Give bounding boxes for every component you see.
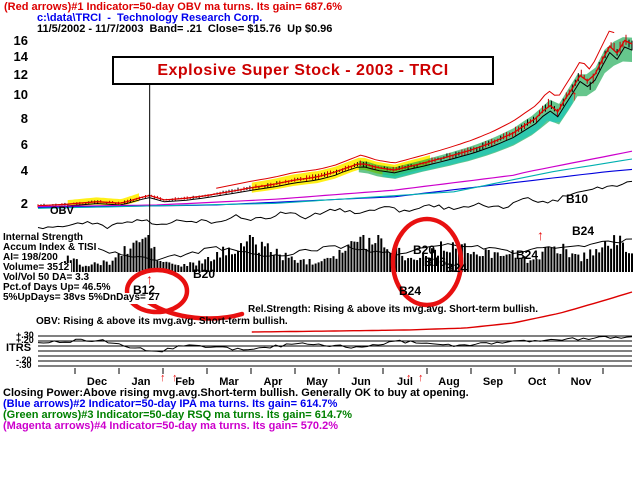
signal-label-b24-6: B24 — [399, 284, 422, 298]
price-tick-2: 2 — [20, 196, 28, 211]
month-label-jan: Jan — [131, 376, 151, 388]
chart-title: Explosive Super Stock - 2003 - TRCI — [157, 62, 449, 79]
footer-note-1: Closing Power:Above rising mvg.avg.Short… — [3, 387, 469, 399]
obv-line — [37, 180, 633, 230]
itrs-scale-0: +.30 — [16, 330, 34, 340]
price-tick-12: 12 — [13, 67, 28, 82]
stat-line-1: Accum Index & TISI — [3, 242, 99, 254]
file-path: c:\data\TRCI - Technology Research Corp. — [37, 12, 263, 24]
rel-strength-note: Rel.Strength: Rising & above its mvg.avg… — [248, 304, 539, 315]
month-label-dec: Dec — [86, 376, 108, 388]
signal-label-b10-7: B10 — [566, 192, 589, 206]
price-tick-4: 4 — [20, 163, 28, 178]
signal-label-b24-5: B24 — [516, 248, 539, 262]
month-label-feb: Feb — [175, 376, 195, 388]
month-label-jun: Jun — [351, 376, 371, 388]
stat-line-4: Vol/Vol 50 DA= 3.3 — [3, 272, 92, 284]
price-tick-10: 10 — [13, 87, 28, 102]
obv-note: OBV: Rising & above its mvg.avg. Short-t… — [36, 316, 288, 327]
price-tick-8: 8 — [20, 111, 28, 126]
month-ticks — [74, 368, 604, 374]
chart-title-box: Explosive Super Stock - 2003 - TRCI — [112, 56, 494, 85]
itrs-scale-2: -.20 — [16, 355, 32, 365]
stat-line-5: Pct.of Days Up= 46.5% — [3, 282, 113, 294]
month-label-mar: Mar — [219, 376, 239, 388]
month-label-aug: Aug — [438, 376, 460, 388]
signal-label-b12-0: B12 — [133, 283, 156, 297]
rel-strength-line — [251, 291, 633, 333]
footer-note-4: (Magenta arrows)#4 Indicator=50-day ma t… — [3, 420, 339, 432]
itrs-label: ITRS — [6, 342, 32, 354]
month-label-may: May — [306, 376, 328, 388]
ma-lines — [37, 30, 633, 209]
price-tick-16: 16 — [13, 33, 28, 48]
price-tick-6: 6 — [20, 137, 28, 152]
footer-note-3: (Green arrows)#3 Indicator=50-day RSQ ma… — [3, 409, 353, 421]
signal-label-b16-3: B16 — [424, 255, 447, 269]
stat-line-0: Internal Strength — [3, 232, 86, 244]
stat-line-3: Volume= 3512 — [3, 262, 72, 274]
signal-label-b24-8: B24 — [572, 224, 595, 238]
itrs-panel — [37, 291, 633, 367]
month-label-jul: Jul — [397, 376, 413, 388]
date-range: 11/5/2002 - 11/7/2003 Band= .21 Close= $… — [37, 23, 333, 35]
signal-label-b20-1: B20 — [193, 267, 216, 281]
itrs-scale-1: +.20 — [16, 335, 34, 345]
indicator1-note: (Red arrows)#1 Indicator=50-day OBV ma t… — [4, 1, 343, 13]
signal-label-b24-4: B24 — [445, 261, 468, 275]
itrs-scale-3: -.30 — [16, 360, 32, 370]
obv-label: OBV — [50, 205, 74, 217]
month-label-sep: Sep — [482, 376, 504, 388]
month-label-oct: Oct — [527, 376, 547, 388]
stat-line-2: AI= 198/200 — [3, 252, 60, 264]
month-label-nov: Nov — [570, 376, 592, 388]
footer-note-2: (Blue arrows)#2 Indicator=50-day IPA ma … — [3, 398, 338, 410]
price-tick-14: 14 — [13, 49, 28, 64]
month-label-apr: Apr — [263, 376, 283, 388]
